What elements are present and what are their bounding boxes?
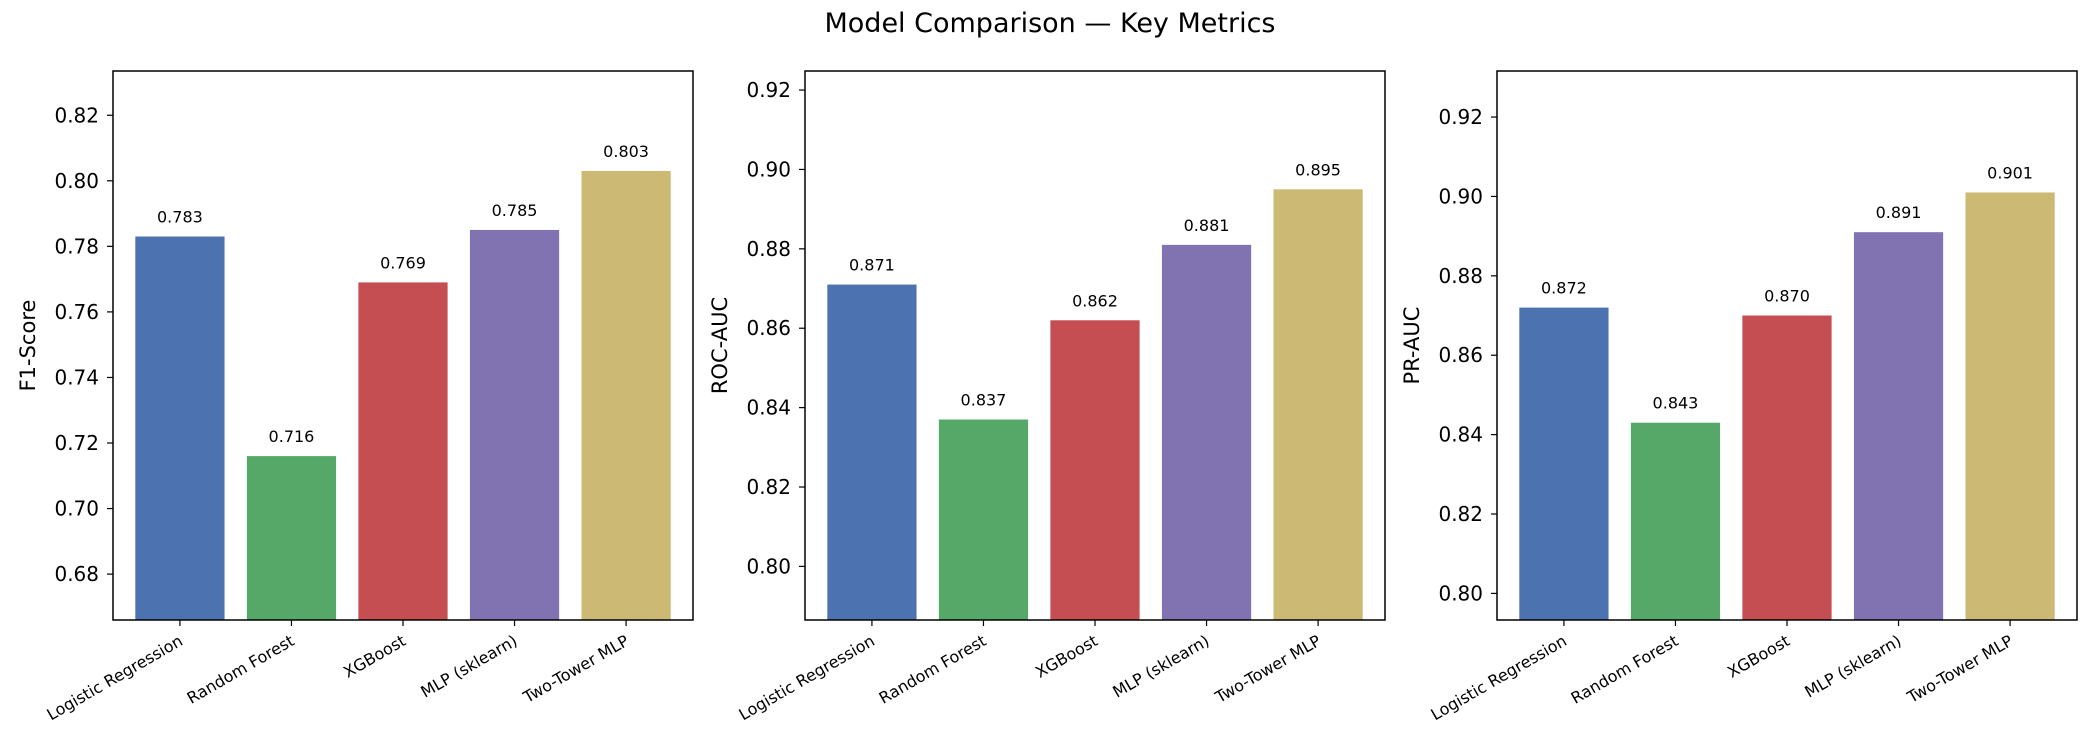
y-tick-label: 0.80 xyxy=(1438,581,1483,605)
x-tick-label: MLP (sklearn) xyxy=(1801,631,1904,701)
chart-panel-1: 0.783 0.716 0.769 0.785 0.803 0.68 0.70 0.72 0.7… xyxy=(16,70,694,724)
bar-xgboost xyxy=(358,282,448,620)
x-tick-label: Random Forest xyxy=(184,631,298,708)
y-tick-label: 0.82 xyxy=(746,475,791,499)
y-tick-label: 0.78 xyxy=(54,234,99,258)
value-label: 0.783 xyxy=(157,208,203,227)
bar-two-tower-mlp xyxy=(1273,189,1363,621)
x-tick-label: Logistic Regression xyxy=(43,631,185,724)
plot-frame xyxy=(804,70,1386,621)
y-tick-label: 0.72 xyxy=(54,431,99,455)
value-label: 0.881 xyxy=(1184,216,1230,235)
value-label: 0.837 xyxy=(961,391,1007,410)
x-tick-label: XGBoost xyxy=(1032,631,1101,682)
y-tick-label: 0.82 xyxy=(1438,502,1483,526)
value-label: 0.862 xyxy=(1072,291,1118,310)
value-label: 0.843 xyxy=(1653,394,1699,413)
value-label: 0.769 xyxy=(380,253,426,272)
bar-logistic-regression xyxy=(1519,307,1609,620)
y-tick-label: 0.82 xyxy=(54,103,99,127)
x-tick-label: Two-Tower MLP xyxy=(1903,631,2016,707)
y-tick-label: 0.74 xyxy=(54,365,99,389)
y-tick-label: 0.76 xyxy=(54,300,99,324)
plot-frame xyxy=(1496,70,2078,621)
y-tick-label: 0.80 xyxy=(54,169,99,193)
y-tick-label: 0.90 xyxy=(1438,184,1483,208)
figure-title: Model Comparison — Key Metrics xyxy=(824,8,1276,39)
x-tick-label: Logistic Regression xyxy=(735,631,877,724)
y-tick-label: 0.68 xyxy=(54,562,99,586)
bar-random-forest xyxy=(1630,422,1721,620)
bar-xgboost xyxy=(1050,320,1140,620)
value-label: 0.895 xyxy=(1295,160,1341,179)
value-label: 0.785 xyxy=(492,201,538,220)
x-tick-label: Logistic Regression xyxy=(1427,631,1569,724)
value-label: 0.872 xyxy=(1541,279,1587,298)
bar-xgboost xyxy=(1742,315,1832,620)
y-tick-label: 0.84 xyxy=(746,396,791,420)
x-tick-label: Random Forest xyxy=(876,631,990,708)
x-tick-label: MLP (sklearn) xyxy=(417,631,520,701)
y-axis-label: F1-Score xyxy=(16,300,40,392)
y-tick-label: 0.80 xyxy=(746,554,791,578)
value-label: 0.901 xyxy=(1987,163,2033,182)
y-tick-label: 0.90 xyxy=(746,157,791,181)
value-label: 0.716 xyxy=(269,427,315,446)
y-tick-label: 0.88 xyxy=(746,237,791,261)
bar-random-forest xyxy=(246,456,337,620)
y-tick-label: 0.86 xyxy=(746,316,791,340)
y-tick-label: 0.84 xyxy=(1438,423,1483,447)
x-tick-label: MLP (sklearn) xyxy=(1109,631,1212,701)
y-tick-label: 0.88 xyxy=(1438,264,1483,288)
value-label: 0.803 xyxy=(603,142,649,161)
chart-panel-3: 0.872 0.843 0.870 0.891 0.901 0.80 0.82 0.84 0.8… xyxy=(1400,70,2078,724)
bar-mlp-sklearn xyxy=(1161,244,1252,620)
y-tick-label: 0.70 xyxy=(54,497,99,521)
bar-random-forest xyxy=(938,419,1029,620)
bar-two-tower-mlp xyxy=(1965,192,2055,620)
y-axis-label: PR-AUC xyxy=(1400,307,1424,385)
bar-mlp-sklearn xyxy=(1853,232,1944,621)
bar-mlp-sklearn xyxy=(469,229,560,620)
value-label: 0.870 xyxy=(1764,287,1810,306)
y-tick-label: 0.92 xyxy=(1438,105,1483,129)
chart-panel-2: 0.871 0.837 0.862 0.881 0.895 0.80 0.82 0.84 0.8… xyxy=(708,70,1386,724)
x-tick-label: Two-Tower MLP xyxy=(1211,631,1324,707)
value-label: 0.871 xyxy=(849,256,895,275)
x-tick-label: XGBoost xyxy=(1724,631,1793,682)
x-tick-label: XGBoost xyxy=(340,631,409,682)
x-tick-label: Two-Tower MLP xyxy=(519,631,632,707)
plot-frame xyxy=(112,70,694,621)
bar-logistic-regression xyxy=(135,236,225,620)
y-tick-label: 0.92 xyxy=(746,78,791,102)
y-tick-label: 0.86 xyxy=(1438,343,1483,367)
value-label: 0.891 xyxy=(1876,203,1922,222)
y-axis-label: ROC-AUC xyxy=(708,297,732,394)
bar-logistic-regression xyxy=(827,284,917,620)
bar-two-tower-mlp xyxy=(581,170,671,620)
x-tick-label: Random Forest xyxy=(1568,631,1682,708)
